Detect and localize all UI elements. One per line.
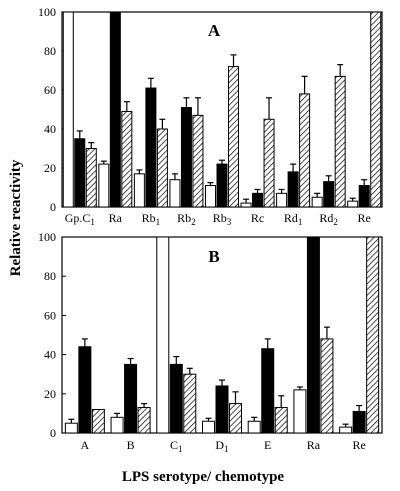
x-tick-label: D1 xyxy=(215,438,228,454)
bar-black xyxy=(323,181,335,208)
y-tick-label: 60 xyxy=(44,83,56,97)
x-tick-label: E xyxy=(264,438,271,452)
bar-black xyxy=(169,363,183,434)
bar-white xyxy=(133,173,145,208)
bar-white xyxy=(205,185,216,208)
x-tick-label: A xyxy=(81,438,90,452)
bar-black xyxy=(78,346,92,434)
bar-white xyxy=(202,420,215,434)
y-tick-label: 0 xyxy=(50,200,56,214)
bar-hatched xyxy=(320,338,334,434)
bar-white xyxy=(169,179,181,208)
bar-white xyxy=(110,416,124,434)
x-tick-label: Re xyxy=(358,211,371,225)
bar-black xyxy=(109,11,121,208)
x-tick-label: Rd1 xyxy=(284,211,303,227)
x-tick-label: Rd2 xyxy=(319,211,338,227)
bar-hatched xyxy=(192,114,204,208)
x-tick-label: Ra xyxy=(307,438,321,452)
y-tick-label: 20 xyxy=(44,387,56,401)
panel-label: B xyxy=(208,247,219,266)
y-tick-label: 100 xyxy=(38,230,56,244)
bar-white xyxy=(247,420,261,434)
y-tick-label: 40 xyxy=(44,122,56,136)
bar-hatched xyxy=(91,408,105,434)
bar-black xyxy=(124,363,138,434)
bar-black xyxy=(306,236,320,434)
x-tick-label: Re xyxy=(352,438,365,452)
chart-panel-a: 0 20 40 60 80 100 A Gp.C1 Ra Rb1 Rb2 Rb3 Rc Rd1 Rd2 Re xyxy=(38,5,383,227)
chart-panel-b: 0 20 40 60 80 100 B A B C1 D1 E Ra Re xyxy=(38,230,383,454)
bar-white xyxy=(339,426,353,434)
x-tick-label: C1 xyxy=(170,438,183,454)
x-axis-title: LPS serotype/ chemotype xyxy=(122,469,285,485)
bar-white xyxy=(311,196,323,208)
bar-white xyxy=(64,422,78,434)
x-tick-label: Rb3 xyxy=(213,211,232,227)
x-tick-label: Rc xyxy=(251,211,264,225)
bar-hatched xyxy=(370,11,382,208)
bar-black xyxy=(180,107,192,208)
bar-hatched xyxy=(334,75,346,208)
bar-white xyxy=(98,163,110,208)
x-tick-label: Rb2 xyxy=(177,211,196,227)
bar-hatched xyxy=(85,148,97,208)
bar-black xyxy=(287,171,299,208)
bar-white xyxy=(156,236,170,434)
bar-white xyxy=(347,200,359,208)
x-tick-label: Ra xyxy=(109,211,123,225)
bar-hatched xyxy=(228,66,239,208)
bar-black xyxy=(145,87,157,208)
y-axis-title: Relative reactivity xyxy=(8,159,24,276)
bar-black xyxy=(261,348,275,434)
bar-hatched xyxy=(274,407,288,434)
y-tick-label: 20 xyxy=(44,161,56,175)
x-tick-label: Gp.C1 xyxy=(65,211,95,227)
bar-hatched xyxy=(366,236,380,434)
bar-black xyxy=(352,410,366,434)
bar-black xyxy=(358,185,370,208)
bar-hatched xyxy=(137,407,151,434)
bar-white xyxy=(62,11,74,208)
bar-hatched xyxy=(183,373,197,434)
y-tick-label: 0 xyxy=(50,426,56,440)
bar-hatched xyxy=(263,118,275,208)
bar-black xyxy=(216,163,228,208)
y-tick-label: 60 xyxy=(44,308,56,322)
bar-black xyxy=(215,385,229,434)
panel-label: A xyxy=(208,21,221,40)
bar-hatched xyxy=(121,110,133,208)
bar-hatched xyxy=(299,93,311,208)
y-tick-label: 40 xyxy=(44,348,56,362)
x-tick-label: Rb1 xyxy=(142,211,161,227)
bar-hatched xyxy=(229,403,242,434)
y-tick-label: 80 xyxy=(44,269,56,283)
x-tick-label: B xyxy=(127,438,135,452)
bar-black xyxy=(74,138,86,208)
bar-white xyxy=(240,202,252,208)
bar-white xyxy=(276,192,288,208)
bar-white xyxy=(293,389,307,434)
y-tick-label: 100 xyxy=(38,5,56,19)
y-tick-label: 80 xyxy=(44,44,56,58)
bar-hatched xyxy=(156,128,168,208)
